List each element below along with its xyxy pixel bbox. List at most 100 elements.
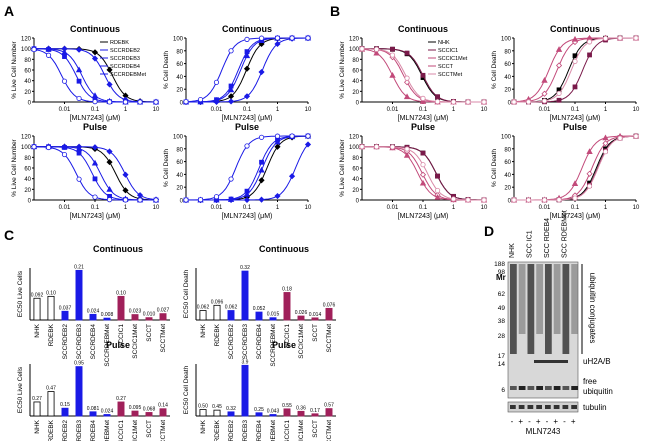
y-tick-label: 40: [504, 75, 511, 81]
y-tick-label: 120: [21, 135, 32, 141]
legend-label: SCCT: [438, 64, 454, 70]
chart-title: Continuous: [259, 244, 309, 254]
data-point: [572, 84, 578, 90]
x-tick-label: 1: [124, 107, 128, 113]
y-tick-label: 100: [21, 47, 32, 53]
panel-label-a: A: [4, 3, 14, 19]
data-point: [258, 196, 265, 203]
x-tick-label: 10: [633, 205, 640, 211]
chart-A-continuous-live: Continuous 0 20 40 60 80 100 120 0.01 0.1 1 10 [MLN7…: [11, 24, 160, 122]
y-axis-label: % Live Cell Number: [11, 138, 18, 196]
chart-title: Continuous: [70, 24, 120, 34]
y-tick-label: 100: [173, 37, 184, 43]
chart-title: Pulse: [563, 122, 587, 132]
data-point: [197, 197, 204, 203]
category-label: RDEBK: [48, 323, 55, 346]
data-point: [586, 183, 593, 189]
h2a-label: uH2A/B: [583, 357, 611, 366]
y-tick-label: 20: [176, 186, 183, 192]
data-point: [305, 133, 311, 139]
tubulin-band: [562, 405, 569, 409]
data-point: [403, 152, 411, 158]
y-axis-label: EC50 Cell Death: [183, 365, 190, 414]
x-tick-label: 10: [305, 205, 312, 211]
x-tick-label: 10: [633, 107, 640, 113]
series-line: [513, 37, 636, 103]
category-label: SCCTMet: [160, 420, 167, 441]
category-label: SCCTMet: [326, 420, 333, 441]
bar: [61, 407, 69, 417]
x-tick-label: 1: [276, 107, 280, 113]
series-NHK: [511, 133, 639, 203]
series-SCCRDEBMet: [183, 133, 311, 203]
series-SCCRDEBMet: [183, 35, 311, 105]
data-point: [122, 99, 129, 105]
data-point: [106, 159, 113, 166]
series-line: [514, 37, 636, 103]
data-point: [243, 52, 251, 59]
bar: [227, 310, 235, 321]
data-point: [259, 159, 264, 165]
data-point: [420, 95, 426, 101]
data-point: [61, 45, 68, 52]
data-point: [305, 35, 311, 41]
data-point: [106, 81, 113, 88]
tubulin-label: tubulin: [583, 403, 607, 412]
y-tick-label: 100: [173, 135, 184, 141]
bar-value-label: 0.10: [116, 290, 126, 296]
bar: [145, 317, 153, 321]
data-point: [75, 66, 83, 73]
x-axis-label: [MLN7243] (μM): [550, 115, 601, 122]
series-line: [514, 37, 636, 103]
bar-value-label: 0.026: [295, 310, 308, 316]
data-point: [373, 49, 380, 56]
data-point: [602, 134, 609, 141]
data-point: [243, 190, 251, 197]
bar-value-label: 0.50: [198, 404, 208, 410]
bar: [131, 410, 139, 417]
data-point: [434, 98, 441, 105]
free-label: free: [583, 377, 597, 386]
series-line: [514, 135, 637, 201]
series-SCCTMet: [511, 133, 639, 203]
data-point: [274, 192, 281, 200]
series-line: [514, 135, 637, 201]
bar-value-label: 0.076: [323, 302, 336, 308]
y-tick-label: 20: [352, 188, 359, 194]
category-label: SCCRDEB3: [242, 324, 249, 360]
category-label: SCCRDEB2: [228, 420, 235, 441]
category-label: SCCRDEB4: [90, 324, 97, 360]
category-label: NHK: [200, 323, 207, 337]
data-point: [404, 75, 410, 81]
smear: [536, 264, 543, 334]
data-point: [76, 150, 82, 156]
y-tick-label: 60: [24, 167, 31, 173]
bar: [255, 412, 263, 417]
data-point: [419, 98, 427, 104]
data-point: [45, 52, 52, 58]
data-point: [633, 35, 639, 41]
y-tick-label: 0: [28, 199, 32, 205]
y-axis-label: % Live Cell Number: [11, 40, 18, 98]
bar-chart-C-continuous-live: Continuous EC50 Live Cells 0.092 NHK 0.10 RDE…: [17, 244, 170, 367]
y-tick-label: 40: [352, 177, 359, 183]
data-point: [390, 46, 395, 52]
data-point: [572, 58, 578, 65]
data-point: [450, 99, 457, 105]
y-tick-label: 20: [504, 186, 511, 192]
y-tick-label: 80: [24, 58, 31, 64]
bar-value-label: 0.47: [46, 386, 56, 392]
bar-value-label: 0.095: [129, 405, 142, 411]
category-label: NHK: [34, 323, 41, 337]
data-point: [75, 46, 83, 53]
y-tick-label: 20: [176, 88, 183, 94]
tubulin-band: [527, 405, 534, 409]
y-tick-label: 20: [504, 88, 511, 94]
y-axis-label: EC50 Live Cells: [17, 366, 24, 413]
x-tick-label: 0.01: [387, 107, 399, 113]
smear: [518, 264, 526, 334]
y-axis-label: EC50 Cell Death: [183, 269, 190, 318]
x-tick-label: 0.01: [211, 205, 223, 211]
tubulin-band: [536, 405, 542, 409]
